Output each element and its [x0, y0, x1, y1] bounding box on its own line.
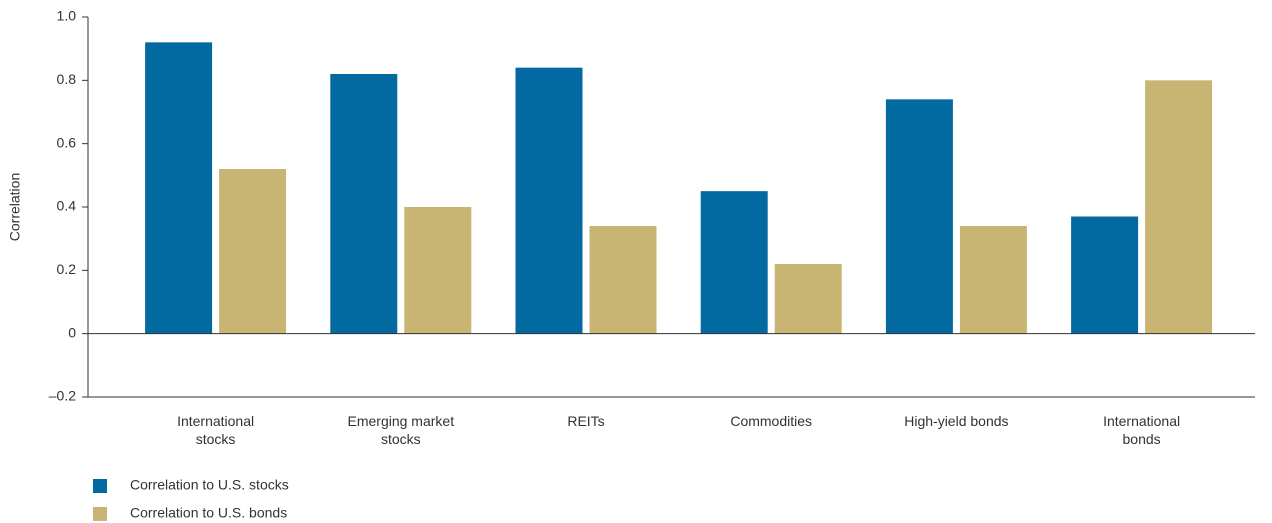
bar — [145, 42, 213, 334]
y-tick-label: 1.0 — [57, 8, 77, 24]
bar — [1145, 80, 1213, 334]
y-axis-label: Correlation — [7, 173, 23, 241]
y-tick-label: 0.8 — [57, 71, 77, 87]
y-tick-label: 0.2 — [57, 261, 77, 277]
x-tick-label: REITs — [567, 413, 605, 429]
legend-swatch — [93, 479, 107, 493]
bar — [959, 226, 1027, 334]
bar — [1071, 216, 1139, 334]
x-tick-label: Commodities — [730, 413, 813, 429]
x-tick-label: High-yield bonds — [904, 413, 1009, 429]
bar — [330, 74, 398, 334]
legend-label: Correlation to U.S. bonds — [130, 505, 287, 521]
bar — [219, 169, 287, 334]
bar — [589, 226, 657, 334]
x-tick-label: International stocks — [177, 413, 255, 447]
y-tick-label: 0.6 — [57, 134, 77, 150]
bar — [404, 207, 472, 334]
y-tick-label: –0.2 — [49, 388, 76, 404]
legend-label: Correlation to U.S. stocks — [130, 477, 289, 493]
bar — [774, 264, 842, 334]
bar — [515, 67, 583, 334]
y-tick-label: 0 — [68, 324, 76, 340]
x-tick-label: Emerging market stocks — [347, 413, 455, 447]
x-tick-label: International bonds — [1103, 413, 1181, 447]
y-tick-label: 0.4 — [57, 198, 77, 214]
bar — [700, 191, 768, 334]
legend-swatch — [93, 507, 107, 521]
bar — [885, 99, 953, 334]
